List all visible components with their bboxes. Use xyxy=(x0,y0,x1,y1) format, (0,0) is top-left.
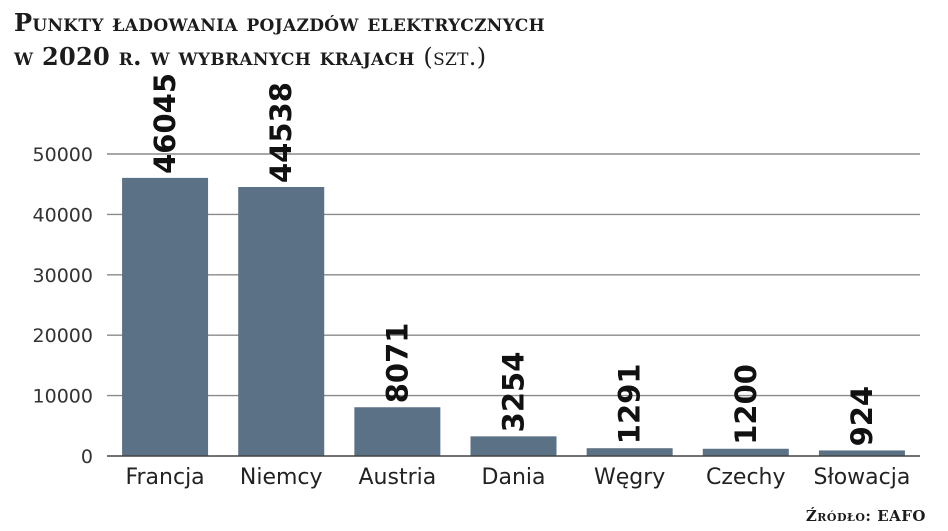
source-note: Źródło: EAFO xyxy=(806,507,926,525)
source-value: EAFO xyxy=(877,507,926,525)
chart-title: Punkty ładowania pojazdów elektrycznych … xyxy=(14,6,934,74)
bars xyxy=(122,177,905,457)
source-label: Źródło: xyxy=(805,507,872,525)
y-tick-label: 30000 xyxy=(33,265,93,287)
bar-value-label: 46045 xyxy=(148,73,182,174)
bar xyxy=(470,436,557,456)
x-tick-label: Czechy xyxy=(706,465,786,490)
bar-value-label: 8071 xyxy=(380,323,414,404)
bar-value-label: 1291 xyxy=(613,363,647,444)
bar xyxy=(122,177,209,457)
y-axis: 0 10000 20000 30000 40000 50000 xyxy=(33,144,93,468)
bar xyxy=(702,448,789,456)
x-tick-label: Austria xyxy=(358,465,436,490)
bar xyxy=(586,448,673,456)
x-tick-label: Niemcy xyxy=(240,465,323,490)
x-tick-label: Słowacja xyxy=(814,465,911,490)
bar-value-label: 44538 xyxy=(264,82,298,183)
chart-title-line-1: Punkty ładowania pojazdów elektrycznych xyxy=(14,8,545,37)
bar-value-label: 1200 xyxy=(729,364,763,445)
bar xyxy=(238,186,325,456)
y-tick-label: 20000 xyxy=(33,325,93,347)
bar-value-label: 3254 xyxy=(497,352,531,433)
x-tick-label: Francja xyxy=(125,465,204,490)
value-labels: 46045 44538 8071 3254 1291 1200 924 xyxy=(148,73,879,446)
bar xyxy=(354,407,441,456)
bar-value-label: 924 xyxy=(845,386,879,447)
y-tick-label: 10000 xyxy=(33,386,93,408)
y-tick-label: 40000 xyxy=(33,204,93,226)
chart-title-line-2-text: w 2020 r. w wybranych krajach xyxy=(14,42,415,71)
bar xyxy=(818,450,905,456)
y-tick-label: 50000 xyxy=(33,144,93,166)
x-tick-label: Węgry xyxy=(594,465,665,490)
chart-title-unit: (szt.) xyxy=(423,43,487,71)
y-tick-label: 0 xyxy=(81,446,93,468)
x-tick-label: Dania xyxy=(482,465,546,490)
x-axis: Francja Niemcy Austria Dania Węgry Czechy Słow… xyxy=(107,455,920,490)
chart-title-line-2: w 2020 r. w wybranych krajach (szt.) xyxy=(14,40,934,74)
